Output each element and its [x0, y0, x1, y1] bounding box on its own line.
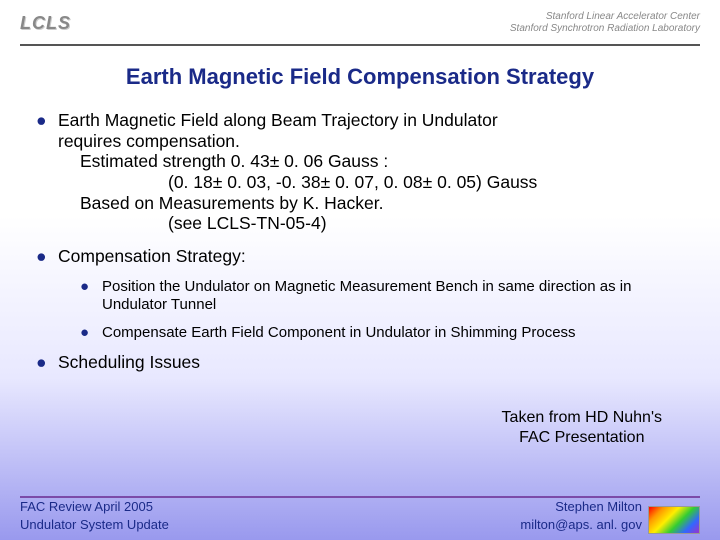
org-bottom: Stanford Synchrotron Radiation Laborator… — [510, 23, 700, 35]
slide-body: ● Earth Magnetic Field along Beam Trajec… — [0, 110, 720, 373]
slide-title: Earth Magnetic Field Compensation Strate… — [0, 64, 720, 90]
bullet-icon: ● — [36, 110, 58, 234]
org-top: Stanford Linear Accelerator Center — [510, 11, 700, 23]
footer-left-bottom: Undulator System Update — [20, 516, 169, 534]
sub-bullet-2: ● Compensate Earth Field Component in Un… — [36, 324, 684, 342]
bullet-icon: ● — [80, 324, 102, 342]
note-line2: FAC Presentation — [502, 428, 662, 448]
b1-line6: (see LCLS-TN-05-4) — [58, 213, 684, 234]
b2-head: Compensation Strategy: — [58, 246, 684, 267]
bullet-icon: ● — [80, 278, 102, 314]
footer: FAC Review April 2005 Undulator System U… — [0, 492, 720, 540]
bullet-3: ● Scheduling Issues — [36, 352, 684, 373]
attribution-note: Taken from HD Nuhn's FAC Presentation — [502, 408, 662, 448]
b1-line3: Estimated strength 0. 43± 0. 06 Gauss : — [58, 151, 684, 172]
org-names: Stanford Linear Accelerator Center Stanf… — [510, 11, 700, 35]
bullet-icon: ● — [36, 246, 58, 267]
sub1-text: Position the Undulator on Magnetic Measu… — [102, 278, 684, 314]
footer-right-top: Stephen Milton — [520, 498, 642, 516]
b1-line5: Based on Measurements by K. Hacker. — [58, 193, 684, 214]
b1-line2: requires compensation. — [58, 131, 684, 152]
header-rule — [20, 44, 700, 46]
sub2-text: Compensate Earth Field Component in Undu… — [102, 324, 684, 342]
bullet-1: ● Earth Magnetic Field along Beam Trajec… — [36, 110, 684, 234]
footer-left-top: FAC Review April 2005 — [20, 498, 169, 516]
b3-text: Scheduling Issues — [58, 352, 684, 373]
footer-left: FAC Review April 2005 Undulator System U… — [20, 498, 169, 534]
note-line1: Taken from HD Nuhn's — [502, 408, 662, 428]
bullet-2: ● Compensation Strategy: — [36, 246, 684, 267]
footer-right-bottom: milton@aps. anl. gov — [520, 516, 642, 534]
bullet-icon: ● — [36, 352, 58, 373]
b1-line4: (0. 18± 0. 03, -0. 38± 0. 07, 0. 08± 0. … — [58, 172, 684, 193]
footer-right: Stephen Milton milton@aps. anl. gov — [520, 498, 700, 534]
sub-bullet-1: ● Position the Undulator on Magnetic Mea… — [36, 278, 684, 314]
aps-logo-icon — [648, 506, 700, 534]
lcls-logo: LCLS — [20, 13, 71, 34]
header-bar: LCLS Stanford Linear Accelerator Center … — [0, 0, 720, 42]
b1-line1: Earth Magnetic Field along Beam Trajecto… — [58, 110, 684, 131]
